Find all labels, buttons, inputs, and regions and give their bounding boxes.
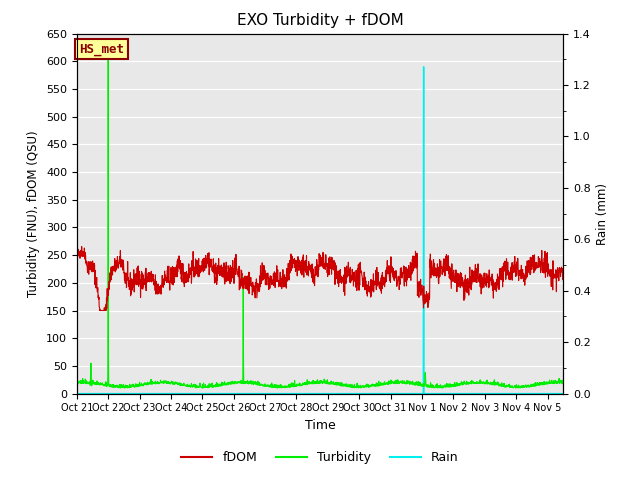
Y-axis label: Turbidity (FNU), fDOM (QSU): Turbidity (FNU), fDOM (QSU) bbox=[28, 130, 40, 297]
X-axis label: Time: Time bbox=[305, 419, 335, 432]
Y-axis label: Rain (mm): Rain (mm) bbox=[596, 182, 609, 245]
Legend: fDOM, Turbidity, Rain: fDOM, Turbidity, Rain bbox=[176, 446, 464, 469]
Text: HS_met: HS_met bbox=[79, 43, 124, 56]
Title: EXO Turbidity + fDOM: EXO Turbidity + fDOM bbox=[237, 13, 403, 28]
